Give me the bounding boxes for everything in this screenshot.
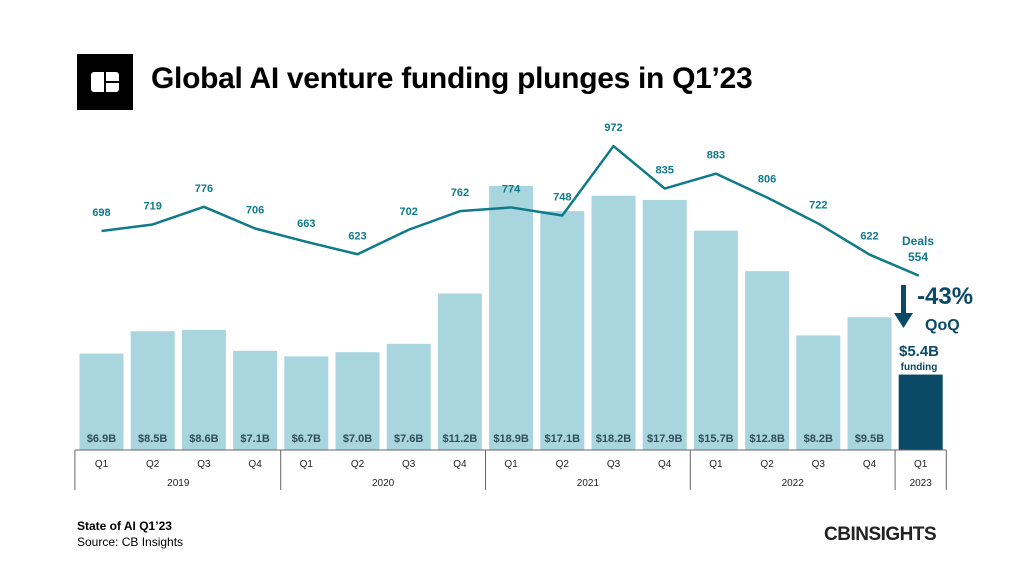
x-tick-label: Q1 [95,459,109,470]
deals-value-label: 806 [758,174,776,186]
bar-value-label: $6.7B [292,433,321,445]
deals-value-label: 883 [707,150,725,162]
deals-value-label: 762 [451,187,469,199]
bar [745,271,790,450]
footer-title: State of AI Q1’23 [77,519,172,533]
cb-logo-icon [91,72,119,92]
bar [130,331,175,450]
bar-value-label: $12.8B [749,433,785,445]
x-tick-label: Q3 [812,459,826,470]
bar [540,211,585,450]
bar [335,352,380,450]
x-tick-label: Q1 [300,459,314,470]
x-tick-label: Q4 [658,459,672,470]
funding-amount: $5.4B [899,343,939,360]
funding-label: funding [901,362,938,373]
bar-value-label: $11.2B [442,433,477,445]
deals-value-label: 622 [860,231,878,243]
bar-value-label: $18.2B [596,433,632,445]
change-period: QoQ [925,317,960,334]
bar-value-label: $7.1B [240,433,269,445]
bar [79,353,124,450]
bar [898,374,943,450]
bar [437,293,482,450]
bar-value-label: $15.7B [698,433,734,445]
x-tick-label: Q2 [556,459,570,470]
bar-value-label: $7.0B [343,433,372,445]
bar [642,199,687,450]
deals-value-label: 706 [246,205,264,217]
deals-value-label: 776 [195,183,213,195]
deals-value-label: 623 [348,230,366,242]
bar [847,317,892,450]
x-tick-label: Q1 [504,459,518,470]
footer-source: Source: CB Insights [77,535,184,549]
bar-value-label: $9.5B [855,433,884,445]
deals-value-label: 748 [553,192,571,204]
x-tick-label: Q3 [402,459,416,470]
x-tick-label: Q3 [607,459,621,470]
chart-title: Global AI venture funding plunges in Q1’… [151,62,753,95]
deals-value-label: 663 [297,218,315,230]
down-arrow-icon [901,285,906,315]
bar [181,329,226,450]
bar-value-label: $18.9B [493,433,529,445]
x-tick-label: Q2 [146,459,160,470]
deals-value-label: 702 [400,206,418,218]
year-label: 2020 [372,478,395,489]
deals-value-label: 774 [502,183,521,195]
bar [591,195,636,450]
bar-value-label: $8.2B [804,433,833,445]
deals-value-label: 972 [604,122,622,134]
bar-value-label: $8.6B [189,433,218,445]
year-label: 2023 [910,478,933,489]
x-tick-label: Q2 [760,459,774,470]
change-percent: -43% [917,283,973,310]
year-label: 2019 [167,478,190,489]
bar [693,230,738,450]
x-tick-label: Q4 [863,459,877,470]
down-arrow-head-icon [894,313,913,328]
deals-value-label: 719 [144,200,162,212]
bar [284,356,329,450]
bar [386,343,431,450]
bar-value-label: $7.6B [394,433,423,445]
bar-value-label: $17.9B [647,433,683,445]
year-label: 2022 [782,478,805,489]
x-tick-label: Q1 [709,459,723,470]
deals-value-label: 835 [656,165,674,177]
deals-series-label: Deals [902,234,934,248]
bar-value-label: $8.5B [138,433,167,445]
bar [796,335,841,450]
x-tick-label: Q4 [248,459,262,470]
bar-value-label: $17.1B [545,433,581,445]
year-label: 2021 [577,478,600,489]
bar [233,350,278,450]
brand-logo: CBINSIGHTS [824,524,937,545]
x-tick-label: Q4 [453,459,467,470]
deals-last-value: 554 [908,250,928,264]
deals-value-label: 698 [92,207,110,219]
bar-value-label: $6.9B [87,433,116,445]
deals-line [101,144,920,277]
x-tick-label: Q3 [197,459,211,470]
x-tick-label: Q1 [914,459,928,470]
bar [489,185,534,451]
cb-logo [77,54,133,110]
x-tick-label: Q2 [351,459,365,470]
deals-value-label: 722 [809,200,827,212]
